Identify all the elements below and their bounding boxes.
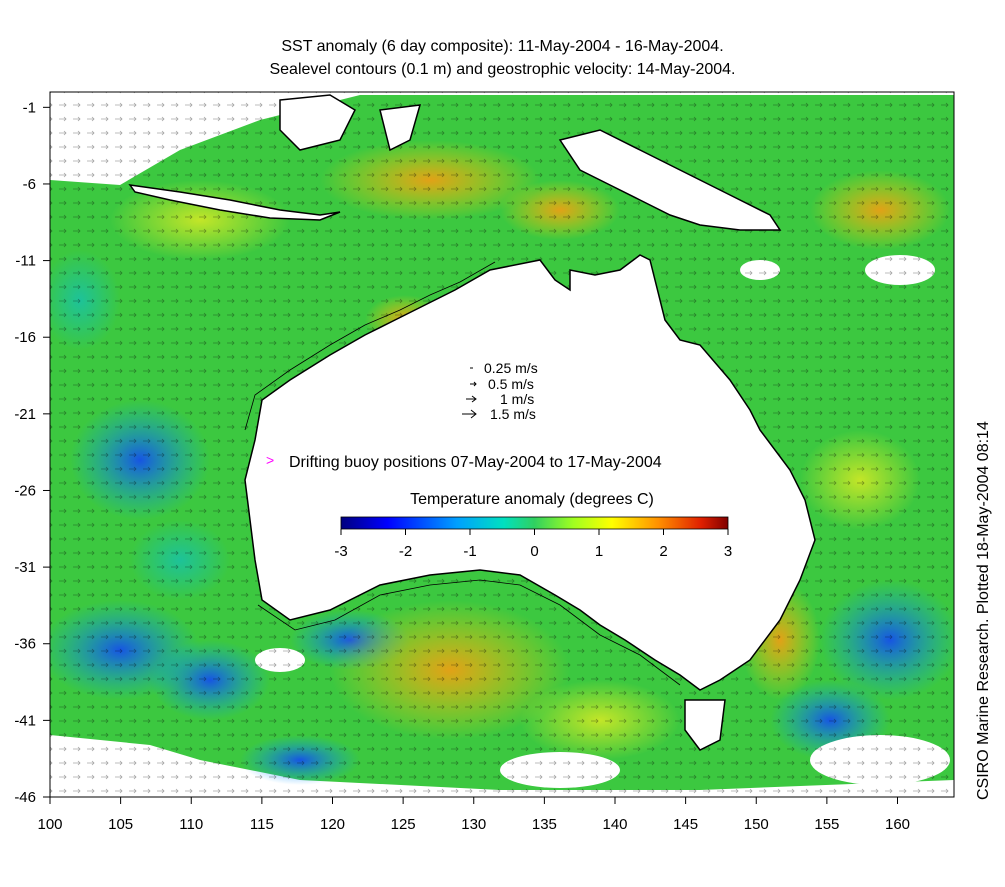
x-tick-label: 145: [673, 816, 698, 833]
colorbar-ramp: [340, 516, 729, 530]
colorbar-tick-label: 0: [530, 543, 538, 560]
java: [128, 184, 341, 221]
x-tick-label: 115: [250, 816, 274, 833]
x-tick-label: 105: [108, 816, 133, 833]
colorbar-tick-label: 2: [659, 543, 667, 560]
borneo: [279, 94, 356, 151]
axis-frame: [49, 91, 955, 798]
x-tick-label: 110: [179, 816, 203, 833]
buoy-legend: > Drifting buoy positions 07-May-2004 to…: [266, 452, 662, 471]
y-tick-label: -46: [14, 789, 36, 806]
y-tick-label: -36: [14, 636, 36, 653]
x-tick-label: 140: [602, 816, 627, 833]
x-tick-label: 100: [37, 816, 62, 833]
y-axis: -1 -6 -11 -16 -21 -26 -31 -36 -41 -46: [14, 99, 50, 806]
velocity-label-0: 0.25 m/s: [484, 360, 538, 376]
velocity-legend: 0.25 m/s 0.5 m/s 1 m/s 1.5 m/s: [462, 360, 538, 422]
buoy-legend-label: Drifting buoy positions 07-May-2004 to 1…: [289, 454, 662, 471]
title-line-1: SST anomaly (6 day composite): 11-May-20…: [281, 38, 724, 55]
y-tick-label: -31: [14, 559, 36, 576]
y-tick-label: -1: [23, 99, 36, 116]
x-tick-label: 150: [744, 816, 769, 833]
velocity-label-1: 0.5 m/s: [488, 376, 534, 392]
x-tick-label: 125: [391, 816, 416, 833]
velocity-arrow-3: [462, 409, 477, 419]
buoy-symbol: >: [266, 452, 274, 468]
credit-text: CSIRO Marine Research. Plotted 18-May-20…: [975, 421, 992, 800]
australia: [244, 254, 816, 691]
colorbar: Temperature anomaly (degrees C) -3 -2 -1 0 1…: [334, 491, 732, 560]
velocity-arrow-1: [470, 381, 477, 387]
y-tick-label: -6: [23, 176, 36, 193]
velocity-label-2: 1 m/s: [500, 391, 534, 407]
colorbar-tick-label: 1: [595, 543, 603, 560]
map-area: [50, 92, 954, 797]
tasmania: [684, 699, 726, 751]
velocity-label-3: 1.5 m/s: [490, 406, 536, 422]
colorbar-tick-label: -1: [463, 543, 476, 560]
sulawesi: [379, 104, 422, 152]
colorbar-title: Temperature anomaly (degrees C): [410, 491, 654, 508]
new-guinea: [558, 129, 782, 231]
y-tick-label: -16: [14, 329, 36, 346]
x-axis: 100 105 110 115 120 125 130 135 140 145 150 155 160: [37, 797, 910, 833]
x-tick-label: 155: [814, 816, 839, 833]
x-tick-label: 120: [320, 816, 345, 833]
title-line-2: Sealevel contours (0.1 m) and geostrophi…: [269, 61, 736, 78]
velocity-arrow-2: [466, 395, 477, 403]
land: [128, 94, 816, 751]
colorbar-ticks: -3 -2 -1 0 1 2 3: [334, 529, 732, 560]
y-tick-label: -41: [14, 712, 36, 729]
y-tick-label: -11: [15, 253, 36, 270]
x-tick-label: 160: [885, 816, 910, 833]
y-tick-label: -26: [14, 482, 36, 499]
colorbar-tick-label: -3: [334, 543, 347, 560]
y-tick-label: -21: [14, 406, 36, 423]
colorbar-tick-label: 3: [724, 543, 732, 560]
x-tick-label: 130: [461, 816, 486, 833]
shelf-contour: [244, 261, 681, 686]
x-tick-label: 135: [532, 816, 557, 833]
colorbar-tick-label: -2: [399, 543, 412, 560]
